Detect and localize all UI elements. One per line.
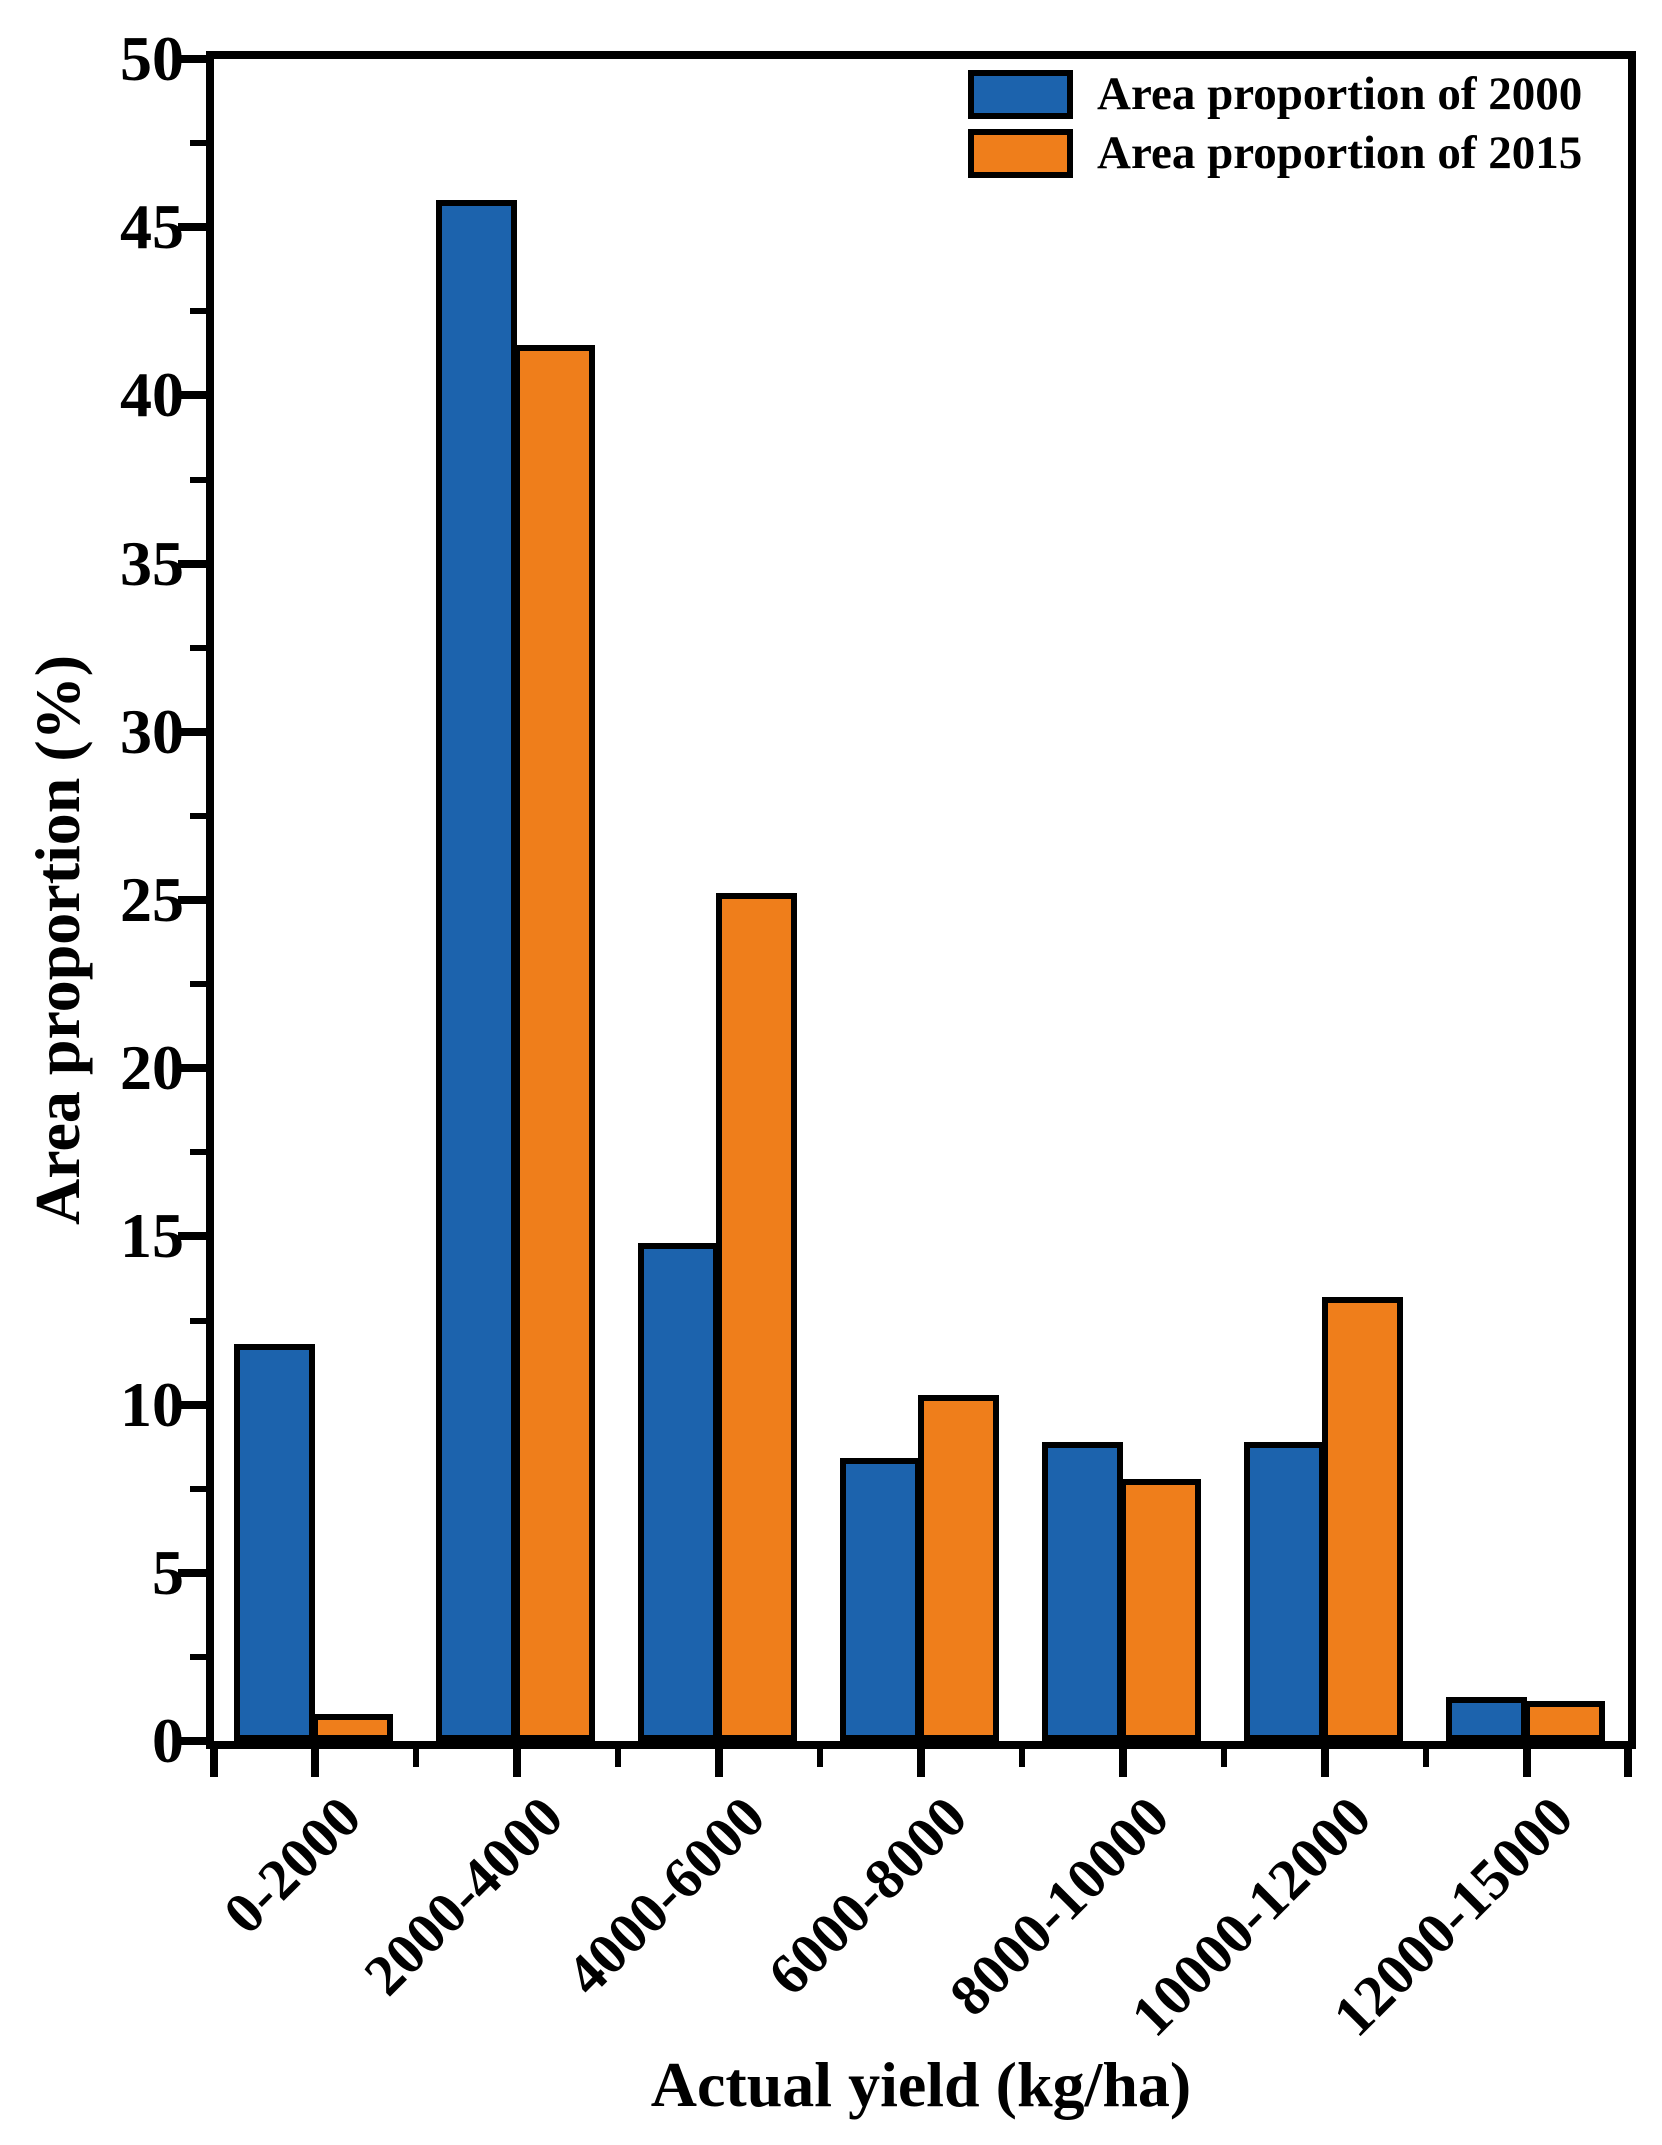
y-major-tick bbox=[178, 55, 206, 63]
bar-2000-4000-6000 bbox=[638, 1243, 719, 1741]
y-minor-tick bbox=[190, 812, 206, 819]
x-major-tick bbox=[1321, 1749, 1329, 1777]
y-minor-tick bbox=[190, 1653, 206, 1660]
y-minor-tick bbox=[190, 308, 206, 315]
y-major-tick bbox=[178, 1737, 206, 1745]
bar-2000-6000-8000 bbox=[840, 1458, 921, 1741]
y-axis-title: Area proportion (%) bbox=[22, 654, 93, 1226]
y-major-tick bbox=[178, 1400, 206, 1409]
x-tick-label: 4000-6000 bbox=[553, 1783, 777, 2008]
x-tick-label: 2000-4000 bbox=[351, 1783, 575, 2008]
x-axis-title: Actual yield (kg/ha) bbox=[650, 2049, 1192, 2120]
bar-2015-4000-6000 bbox=[716, 893, 797, 1741]
x-minor-tick bbox=[1019, 1749, 1025, 1767]
bar-2015-0-2000 bbox=[312, 1714, 393, 1741]
y-major-tick bbox=[178, 727, 206, 736]
x-major-tick bbox=[1523, 1749, 1531, 1777]
legend-item-2000: Area proportion of 2000 bbox=[968, 70, 1582, 119]
y-major-tick bbox=[178, 559, 206, 568]
y-minor-tick bbox=[190, 1149, 206, 1156]
y-tick-label: 15 bbox=[120, 1200, 184, 1272]
legend-swatch-2015 bbox=[968, 129, 1073, 178]
y-tick-label: 25 bbox=[120, 864, 184, 935]
y-major-tick bbox=[178, 223, 206, 232]
y-minor-tick bbox=[190, 476, 206, 483]
y-major-tick bbox=[178, 896, 206, 904]
y-minor-tick bbox=[190, 1317, 206, 1324]
y-major-tick bbox=[178, 1064, 206, 1073]
x-minor-tick bbox=[1221, 1749, 1227, 1767]
bar-2015-10000-12000 bbox=[1322, 1296, 1403, 1741]
bar-2000-0-2000 bbox=[234, 1344, 315, 1741]
y-tick-label: 50 bbox=[120, 23, 184, 94]
bar-2015-6000-8000 bbox=[918, 1394, 999, 1741]
x-tick-label: 0-2000 bbox=[210, 1783, 373, 1947]
legend: Area proportion of 2000 Area proportion … bbox=[968, 70, 1582, 188]
y-minor-tick bbox=[190, 1485, 206, 1492]
y-major-tick bbox=[178, 1232, 206, 1241]
legend-label-2015: Area proportion of 2015 bbox=[1097, 127, 1583, 179]
x-major-tick bbox=[513, 1749, 521, 1777]
x-minor-tick bbox=[413, 1749, 419, 1767]
x-major-tick bbox=[1119, 1749, 1127, 1777]
x-axis-end-tick bbox=[1624, 1749, 1632, 1777]
y-tick-label: 30 bbox=[120, 695, 184, 767]
y-tick-label: 20 bbox=[120, 1032, 184, 1104]
legend-swatch-2000 bbox=[968, 70, 1073, 119]
bar-2015-2000-4000 bbox=[514, 344, 595, 1741]
y-tick-label: 0 bbox=[152, 1705, 184, 1776]
x-minor-tick bbox=[615, 1749, 621, 1767]
y-major-tick bbox=[178, 391, 206, 400]
y-tick-label: 5 bbox=[152, 1536, 184, 1608]
x-minor-tick bbox=[1423, 1749, 1429, 1767]
x-major-tick bbox=[917, 1749, 925, 1777]
x-major-tick bbox=[715, 1749, 723, 1777]
y-tick-label: 10 bbox=[120, 1368, 184, 1440]
x-minor-tick bbox=[817, 1749, 823, 1767]
bar-2000-12000-15000 bbox=[1446, 1697, 1527, 1741]
y-minor-tick bbox=[190, 644, 206, 651]
y-tick-label: 45 bbox=[120, 191, 184, 263]
legend-label-2000: Area proportion of 2000 bbox=[1097, 68, 1583, 120]
bar-2000-10000-12000 bbox=[1244, 1441, 1325, 1741]
x-major-tick bbox=[311, 1749, 319, 1777]
y-minor-tick bbox=[190, 140, 206, 147]
bar-2015-12000-15000 bbox=[1524, 1700, 1605, 1741]
plot-area bbox=[214, 59, 1628, 1741]
y-minor-tick bbox=[190, 981, 206, 988]
legend-item-2015: Area proportion of 2015 bbox=[968, 129, 1582, 178]
x-axis-end-tick bbox=[210, 1749, 218, 1777]
y-tick-label: 35 bbox=[120, 527, 184, 599]
bar-2000-2000-4000 bbox=[436, 200, 517, 1741]
y-tick-label: 40 bbox=[120, 359, 184, 431]
y-major-tick bbox=[178, 1568, 206, 1577]
bar-2015-8000-10000 bbox=[1120, 1478, 1201, 1741]
bar-2000-8000-10000 bbox=[1042, 1441, 1123, 1741]
